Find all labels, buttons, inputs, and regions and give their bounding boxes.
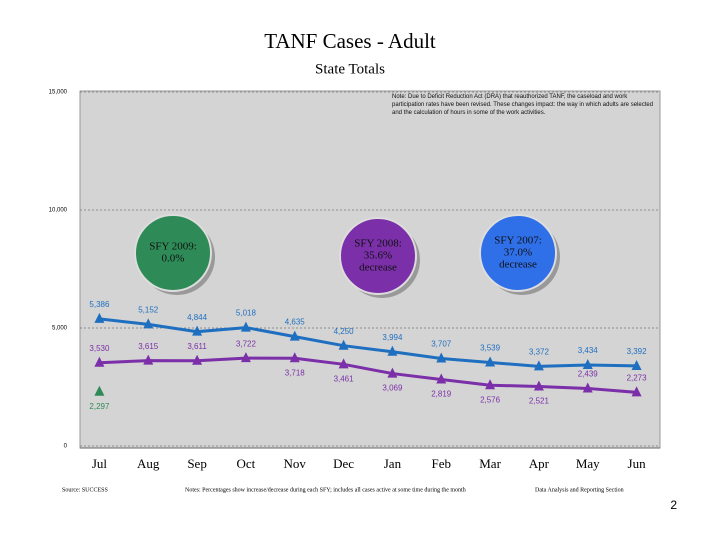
marker [289, 352, 300, 363]
bubble-text: SFY 2007: [494, 235, 542, 247]
chart-title: TANF Cases - Adult [264, 29, 436, 53]
data-label: 3,718 [285, 368, 306, 377]
data-label: 3,372 [529, 348, 550, 357]
marker [338, 358, 349, 369]
x-tick-label: Jun [628, 456, 647, 471]
series-line [99, 356, 637, 394]
marker [94, 385, 105, 396]
marker [436, 373, 447, 384]
note: Note: Due to Deficit Reduction Act (DRA)… [392, 94, 654, 116]
data-label: 2,819 [431, 390, 452, 399]
data-label: 3,611 [187, 342, 207, 351]
data-label: 3,530 [89, 344, 110, 353]
y-tick-label: 5,000 [52, 326, 68, 332]
data-label: 3,434 [578, 346, 599, 355]
x-tick-label: Dec [333, 456, 354, 471]
x-tick-label: Aug [137, 456, 160, 471]
page-number: 2 [670, 498, 677, 512]
y-tick-label: 0 [64, 444, 68, 450]
marker [631, 359, 642, 370]
marker [143, 318, 154, 329]
marker [582, 382, 593, 393]
x-tick-label: Sep [187, 456, 207, 471]
bubble-text: 37.0% [504, 247, 532, 259]
y-tick-label: 15,000 [49, 90, 68, 96]
data-label: 3,069 [382, 384, 403, 393]
bubble [134, 214, 212, 292]
x-tick-label: Jul [92, 456, 108, 471]
footnote: Notes: Percentages show increase/decreas… [185, 487, 466, 493]
x-tick-label: Feb [432, 456, 452, 471]
bubble [479, 214, 557, 292]
y-tick-label: 10,000 [49, 208, 68, 214]
x-tick-label: May [576, 456, 600, 471]
bubble-text: SFY 2009: [149, 241, 197, 253]
data-label: 2,297 [89, 402, 110, 411]
data-label: 4,844 [187, 313, 208, 322]
series-line [99, 317, 637, 368]
x-tick-label: Mar [479, 456, 501, 471]
data-label: 3,707 [431, 340, 452, 349]
x-tick-label: Oct [237, 456, 256, 471]
data-label: 5,386 [89, 300, 110, 309]
data-label: 2,273 [627, 373, 648, 382]
data-label: 2,439 [578, 370, 599, 379]
marker [387, 345, 398, 356]
marker [192, 354, 203, 365]
marker [338, 339, 349, 350]
marker [240, 352, 251, 363]
x-tick-label: Apr [529, 456, 550, 471]
bubble [339, 217, 417, 295]
marker [533, 360, 544, 371]
bubble-text: 35.6% [364, 250, 392, 262]
marker [485, 356, 496, 367]
footnote: Data Analysis and Reporting Section [535, 487, 624, 493]
marker [94, 312, 105, 323]
data-label: 3,461 [334, 374, 355, 383]
data-label: 3,539 [480, 344, 501, 353]
bubble-text: decrease [499, 259, 537, 271]
marker [631, 386, 642, 397]
x-tick-label: Jan [384, 456, 402, 471]
marker [533, 380, 544, 391]
marker [192, 325, 203, 336]
bubble-text: decrease [359, 262, 397, 274]
data-label: 3,615 [138, 342, 159, 351]
marker [387, 367, 398, 378]
footnote: Source: SUCCESS [62, 487, 108, 493]
data-label: 2,521 [529, 397, 550, 406]
marker [485, 379, 496, 390]
data-label: 3,994 [382, 333, 403, 342]
chart-subtitle: State Totals [315, 61, 385, 77]
data-label: 3,722 [236, 339, 257, 348]
bubble-text: SFY 2008: [354, 238, 402, 250]
marker [240, 321, 251, 332]
marker [582, 358, 593, 369]
data-label: 3,392 [627, 347, 648, 356]
data-label: 2,576 [480, 395, 501, 404]
bubble-text: 0.0% [162, 253, 185, 265]
marker [143, 354, 154, 365]
data-label: 4,635 [285, 318, 306, 327]
data-label: 5,018 [236, 309, 257, 318]
marker [289, 330, 300, 341]
data-label: 5,152 [138, 306, 159, 315]
data-label: 4,250 [334, 327, 355, 336]
marker [436, 352, 447, 363]
marker [94, 356, 105, 367]
x-tick-label: Nov [284, 456, 307, 471]
